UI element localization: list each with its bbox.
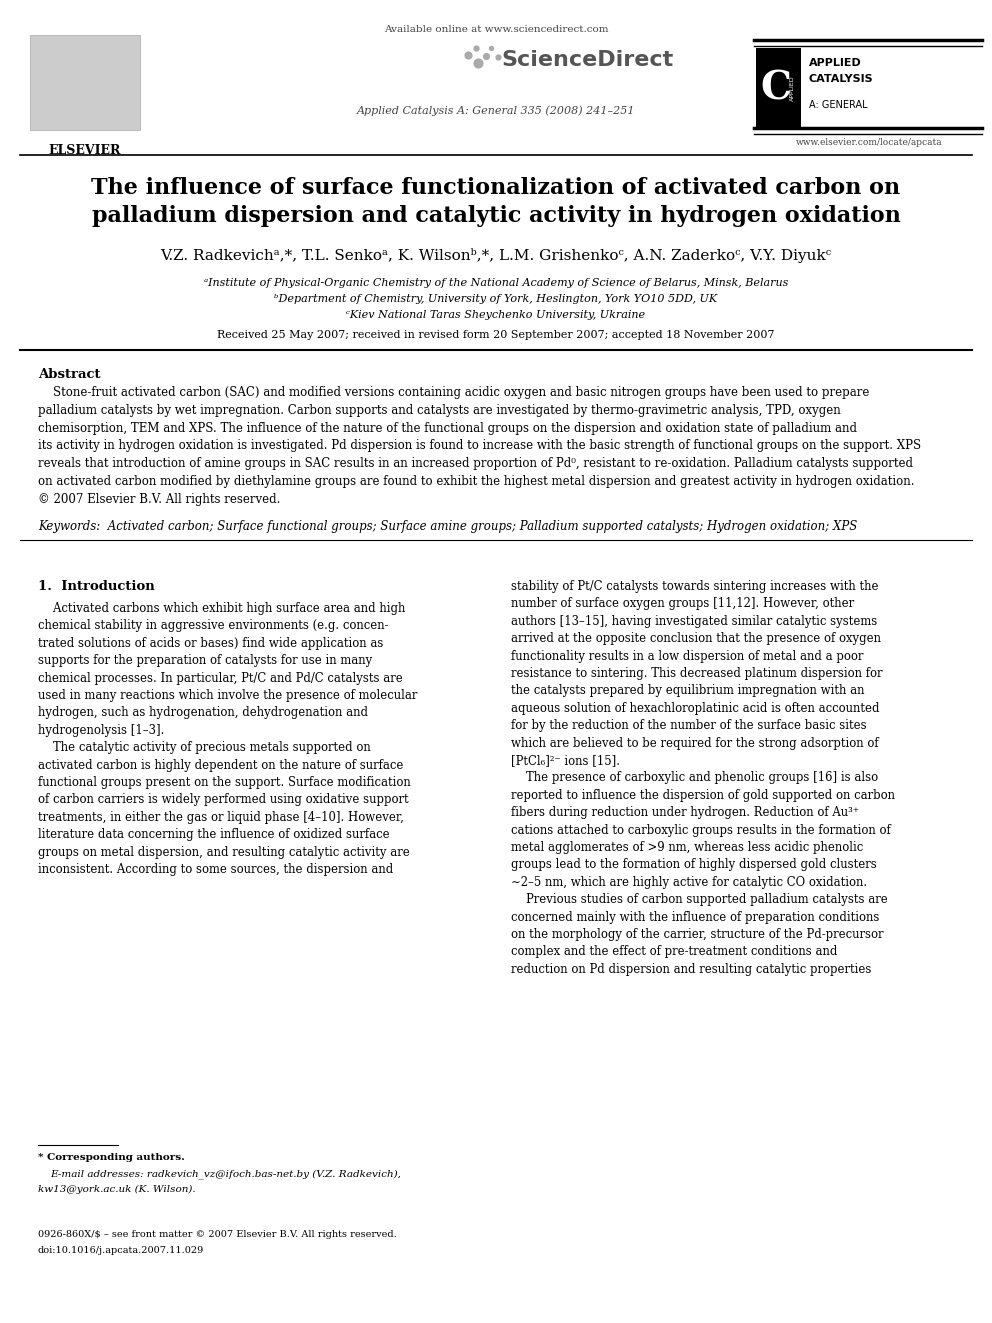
Text: Stone-fruit activated carbon (SAC) and modified versions containing acidic oxyge: Stone-fruit activated carbon (SAC) and m… bbox=[38, 386, 921, 505]
Text: ScienceDirect: ScienceDirect bbox=[501, 50, 674, 70]
Text: ᶜKiev National Taras Sheychenko University, Ukraine: ᶜKiev National Taras Sheychenko Universi… bbox=[346, 310, 646, 320]
Text: Activated carbons which exhibit high surface area and high
chemical stability in: Activated carbons which exhibit high sur… bbox=[38, 602, 417, 876]
Text: kw13@york.ac.uk (K. Wilson).: kw13@york.ac.uk (K. Wilson). bbox=[38, 1185, 195, 1195]
Text: 1.  Introduction: 1. Introduction bbox=[38, 579, 155, 593]
Text: Received 25 May 2007; received in revised form 20 September 2007; accepted 18 No: Received 25 May 2007; received in revise… bbox=[217, 329, 775, 340]
Text: CATALYSIS: CATALYSIS bbox=[808, 74, 874, 83]
Text: C: C bbox=[761, 69, 792, 107]
Text: www.elsevier.com/locate/apcata: www.elsevier.com/locate/apcata bbox=[796, 138, 942, 147]
Text: Applied Catalysis A: General 335 (2008) 241–251: Applied Catalysis A: General 335 (2008) … bbox=[357, 105, 635, 115]
Text: The influence of surface functionalization of activated carbon on: The influence of surface functionalizati… bbox=[91, 177, 901, 198]
Text: APPLIED: APPLIED bbox=[791, 75, 796, 101]
Text: APPLIED: APPLIED bbox=[808, 58, 862, 67]
Text: Keywords:  Activated carbon; Surface functional groups; Surface amine groups; Pa: Keywords: Activated carbon; Surface func… bbox=[38, 520, 857, 533]
Text: V.Z. Radkevichᵃ,*, T.L. Senkoᵃ, K. Wilsonᵇ,*, L.M. Grishenkoᶜ, A.N. Zaderkoᶜ, V.: V.Z. Radkevichᵃ,*, T.L. Senkoᵃ, K. Wilso… bbox=[161, 247, 831, 263]
Text: doi:10.1016/j.apcata.2007.11.029: doi:10.1016/j.apcata.2007.11.029 bbox=[38, 1246, 204, 1256]
Bar bbox=[756, 48, 801, 128]
Text: Available online at www.sciencedirect.com: Available online at www.sciencedirect.co… bbox=[384, 25, 608, 34]
Text: stability of Pt/C catalysts towards sintering increases with the
number of surfa: stability of Pt/C catalysts towards sint… bbox=[511, 579, 895, 976]
Text: ᵇDepartment of Chemistry, University of York, Heslington, York YO10 5DD, UK: ᵇDepartment of Chemistry, University of … bbox=[275, 294, 717, 304]
Text: Abstract: Abstract bbox=[38, 368, 100, 381]
Text: ᵃInstitute of Physical-Organic Chemistry of the National Academy of Science of B: ᵃInstitute of Physical-Organic Chemistry… bbox=[203, 278, 789, 288]
Bar bbox=[30, 34, 140, 130]
Text: ELSEVIER: ELSEVIER bbox=[49, 144, 121, 157]
Text: E-mail addresses: radkevich_vz@ifoch.bas-net.by (V.Z. Radkevich),: E-mail addresses: radkevich_vz@ifoch.bas… bbox=[50, 1170, 401, 1179]
Text: A: GENERAL: A: GENERAL bbox=[808, 101, 868, 110]
Text: palladium dispersion and catalytic activity in hydrogen oxidation: palladium dispersion and catalytic activ… bbox=[91, 205, 901, 228]
Text: 0926-860X/$ – see front matter © 2007 Elsevier B.V. All rights reserved.: 0926-860X/$ – see front matter © 2007 El… bbox=[38, 1230, 397, 1240]
Text: * Corresponding authors.: * Corresponding authors. bbox=[38, 1154, 185, 1162]
